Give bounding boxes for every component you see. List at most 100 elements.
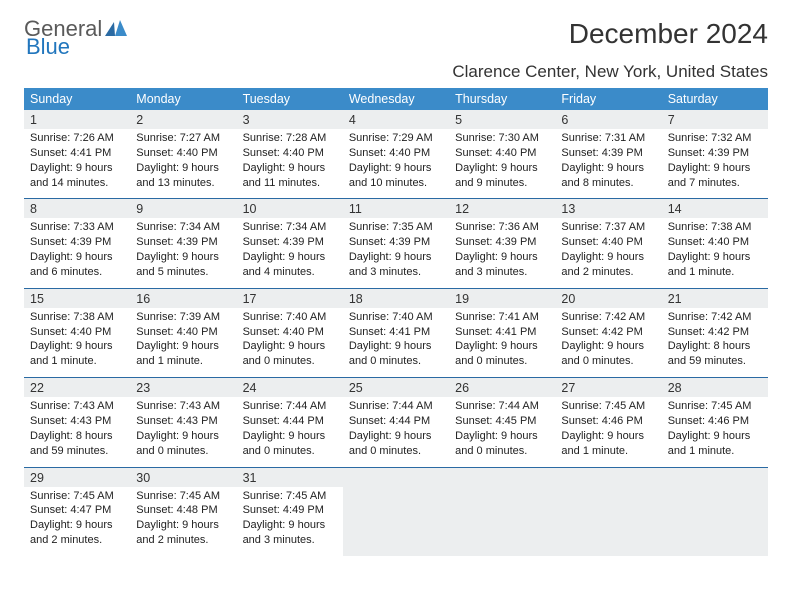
daylight-text-2: and 2 minutes. xyxy=(30,533,124,548)
sunrise-text: Sunrise: 7:32 AM xyxy=(668,131,762,146)
sunrise-text: Sunrise: 7:45 AM xyxy=(30,489,124,504)
sunset-text: Sunset: 4:40 PM xyxy=(561,235,655,250)
day-body: Sunrise: 7:30 AMSunset: 4:40 PMDaylight:… xyxy=(449,129,555,198)
daylight-text-1: Daylight: 9 hours xyxy=(561,250,655,265)
sunrise-text: Sunrise: 7:30 AM xyxy=(455,131,549,146)
day-number: 23 xyxy=(130,377,236,397)
daylight-text-1: Daylight: 9 hours xyxy=(243,161,337,176)
day-number: 20 xyxy=(555,288,661,308)
daylight-text-1: Daylight: 9 hours xyxy=(30,161,124,176)
sunrise-text: Sunrise: 7:37 AM xyxy=(561,220,655,235)
day-number: 25 xyxy=(343,377,449,397)
daylight-text-1: Daylight: 9 hours xyxy=(136,161,230,176)
day-number: 15 xyxy=(24,288,130,308)
week-daynum-row: 22232425262728 xyxy=(24,377,768,397)
week-body-row: Sunrise: 7:26 AMSunset: 4:41 PMDaylight:… xyxy=(24,129,768,198)
sunrise-text: Sunrise: 7:28 AM xyxy=(243,131,337,146)
day-body: Sunrise: 7:45 AMSunset: 4:47 PMDaylight:… xyxy=(24,487,130,556)
sunrise-text: Sunrise: 7:41 AM xyxy=(455,310,549,325)
day-number: 31 xyxy=(237,467,343,487)
dow-cell: Saturday xyxy=(662,88,768,110)
sunrise-text: Sunrise: 7:45 AM xyxy=(136,489,230,504)
daylight-text-2: and 0 minutes. xyxy=(349,354,443,369)
day-number: 9 xyxy=(130,198,236,218)
day-body: Sunrise: 7:41 AMSunset: 4:41 PMDaylight:… xyxy=(449,308,555,377)
sunset-text: Sunset: 4:49 PM xyxy=(243,503,337,518)
daylight-text-1: Daylight: 9 hours xyxy=(349,339,443,354)
daylight-text-1: Daylight: 9 hours xyxy=(243,518,337,533)
title-block: December 2024 xyxy=(569,18,768,50)
sunrise-text: Sunrise: 7:45 AM xyxy=(243,489,337,504)
day-number: 7 xyxy=(662,110,768,129)
day-number: 26 xyxy=(449,377,555,397)
day-body: Sunrise: 7:26 AMSunset: 4:41 PMDaylight:… xyxy=(24,129,130,198)
daylight-text-1: Daylight: 9 hours xyxy=(561,161,655,176)
day-body: Sunrise: 7:29 AMSunset: 4:40 PMDaylight:… xyxy=(343,129,449,198)
sunrise-text: Sunrise: 7:45 AM xyxy=(561,399,655,414)
sunset-text: Sunset: 4:39 PM xyxy=(455,235,549,250)
day-body: Sunrise: 7:31 AMSunset: 4:39 PMDaylight:… xyxy=(555,129,661,198)
dow-cell: Sunday xyxy=(24,88,130,110)
sunset-text: Sunset: 4:42 PM xyxy=(561,325,655,340)
day-body: Sunrise: 7:42 AMSunset: 4:42 PMDaylight:… xyxy=(662,308,768,377)
daylight-text-1: Daylight: 9 hours xyxy=(30,518,124,533)
daylight-text-2: and 0 minutes. xyxy=(455,354,549,369)
daylight-text-1: Daylight: 9 hours xyxy=(455,161,549,176)
day-number: 3 xyxy=(237,110,343,129)
daylight-text-2: and 11 minutes. xyxy=(243,176,337,191)
sunset-text: Sunset: 4:43 PM xyxy=(30,414,124,429)
sunset-text: Sunset: 4:40 PM xyxy=(349,146,443,161)
sunrise-text: Sunrise: 7:29 AM xyxy=(349,131,443,146)
daylight-text-2: and 0 minutes. xyxy=(561,354,655,369)
daylight-text-1: Daylight: 9 hours xyxy=(561,339,655,354)
sunrise-text: Sunrise: 7:44 AM xyxy=(243,399,337,414)
day-number: 5 xyxy=(449,110,555,129)
day-body: Sunrise: 7:33 AMSunset: 4:39 PMDaylight:… xyxy=(24,218,130,287)
day-body: Sunrise: 7:42 AMSunset: 4:42 PMDaylight:… xyxy=(555,308,661,377)
day-body: Sunrise: 7:40 AMSunset: 4:40 PMDaylight:… xyxy=(237,308,343,377)
day-body: Sunrise: 7:37 AMSunset: 4:40 PMDaylight:… xyxy=(555,218,661,287)
daylight-text-1: Daylight: 9 hours xyxy=(243,429,337,444)
daylight-text-2: and 59 minutes. xyxy=(668,354,762,369)
week-body-row: Sunrise: 7:33 AMSunset: 4:39 PMDaylight:… xyxy=(24,218,768,287)
day-number: 16 xyxy=(130,288,236,308)
dow-cell: Thursday xyxy=(449,88,555,110)
daylight-text-2: and 1 minute. xyxy=(30,354,124,369)
empty-day-number xyxy=(555,467,661,487)
sunrise-text: Sunrise: 7:44 AM xyxy=(349,399,443,414)
daylight-text-2: and 2 minutes. xyxy=(561,265,655,280)
daylight-text-2: and 14 minutes. xyxy=(30,176,124,191)
sunrise-text: Sunrise: 7:38 AM xyxy=(30,310,124,325)
logo-text-blue: Blue xyxy=(26,34,70,59)
dow-header-row: SundayMondayTuesdayWednesdayThursdayFrid… xyxy=(24,88,768,110)
sunrise-text: Sunrise: 7:42 AM xyxy=(668,310,762,325)
daylight-text-1: Daylight: 9 hours xyxy=(349,250,443,265)
day-body: Sunrise: 7:44 AMSunset: 4:44 PMDaylight:… xyxy=(343,397,449,466)
daylight-text-2: and 3 minutes. xyxy=(349,265,443,280)
daylight-text-1: Daylight: 9 hours xyxy=(349,161,443,176)
sunset-text: Sunset: 4:40 PM xyxy=(243,146,337,161)
daylight-text-2: and 0 minutes. xyxy=(243,444,337,459)
day-body: Sunrise: 7:32 AMSunset: 4:39 PMDaylight:… xyxy=(662,129,768,198)
empty-day-body xyxy=(662,487,768,556)
sunrise-text: Sunrise: 7:43 AM xyxy=(136,399,230,414)
sunset-text: Sunset: 4:45 PM xyxy=(455,414,549,429)
daylight-text-2: and 6 minutes. xyxy=(30,265,124,280)
sunset-text: Sunset: 4:39 PM xyxy=(349,235,443,250)
day-body: Sunrise: 7:34 AMSunset: 4:39 PMDaylight:… xyxy=(130,218,236,287)
empty-day-number xyxy=(449,467,555,487)
week-body-row: Sunrise: 7:38 AMSunset: 4:40 PMDaylight:… xyxy=(24,308,768,377)
day-body: Sunrise: 7:28 AMSunset: 4:40 PMDaylight:… xyxy=(237,129,343,198)
week-daynum-row: 15161718192021 xyxy=(24,288,768,308)
empty-day-number xyxy=(662,467,768,487)
day-body: Sunrise: 7:44 AMSunset: 4:45 PMDaylight:… xyxy=(449,397,555,466)
daylight-text-1: Daylight: 8 hours xyxy=(668,339,762,354)
week-body-row: Sunrise: 7:43 AM Sunset: 4:43 PM Daylight:… xyxy=(24,397,768,466)
week-daynum-row: 1234567 xyxy=(24,110,768,129)
sunrise-text: Sunrise: 7:36 AM xyxy=(455,220,549,235)
sunset-text: Sunset: 4:41 PM xyxy=(349,325,443,340)
sunrise-text: Sunrise: 7:27 AM xyxy=(136,131,230,146)
sunrise-text: Sunrise: 7:45 AM xyxy=(668,399,762,414)
daylight-text-2: and 1 minute. xyxy=(668,444,762,459)
daylight-text-1: Daylight: 9 hours xyxy=(561,429,655,444)
